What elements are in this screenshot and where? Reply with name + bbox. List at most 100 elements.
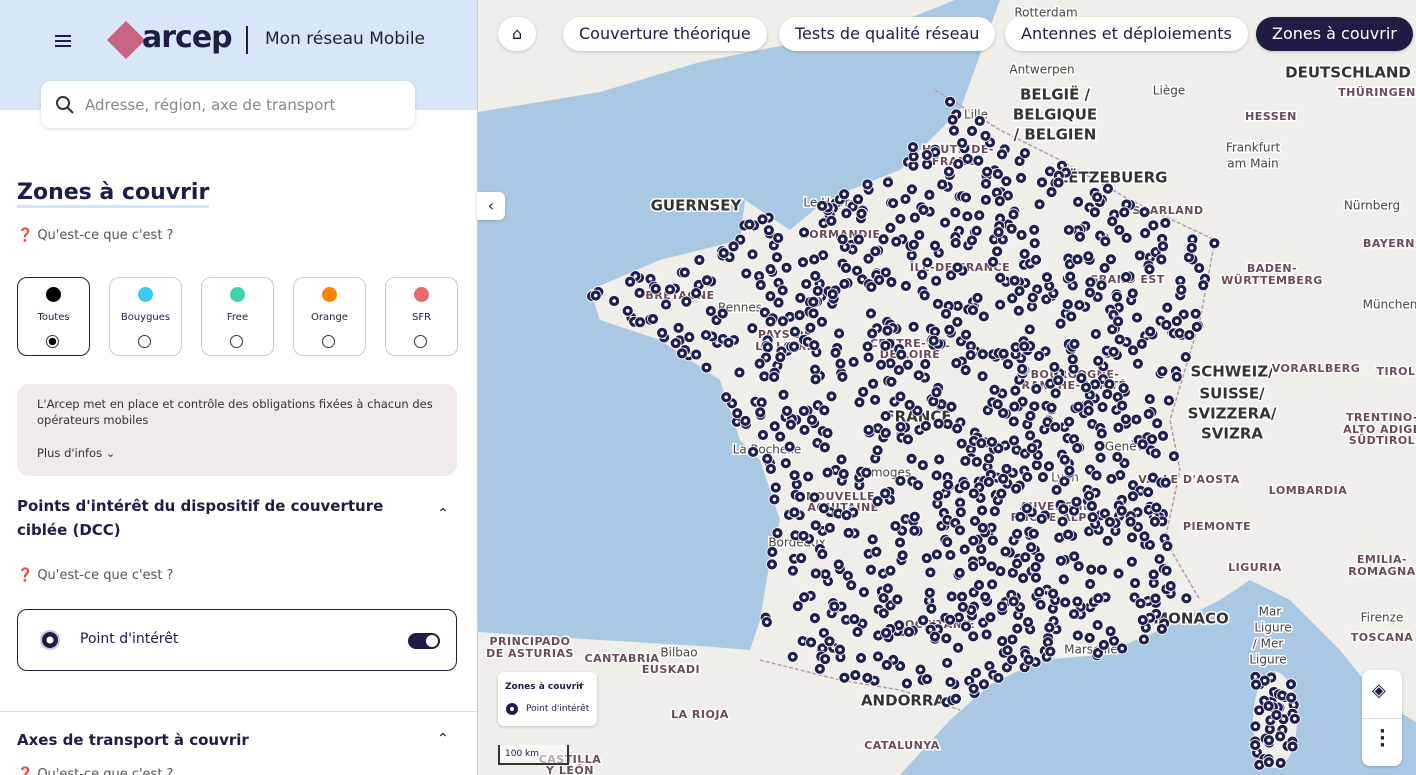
poi-center	[960, 594, 964, 599]
operator-option[interactable]: Toutes	[17, 277, 90, 356]
map-controls: ◈ · · ·	[1362, 670, 1402, 766]
nav-tab[interactable]: Antennes et déploiements	[1005, 17, 1248, 51]
search-box[interactable]: Adresse, région, axe de transport	[41, 81, 415, 128]
poi-center	[792, 344, 796, 349]
poi-center	[842, 282, 847, 286]
logo: arcep	[142, 20, 233, 55]
poi-center	[1164, 568, 1169, 573]
layers-button[interactable]: ◈	[1372, 680, 1386, 701]
poi-center	[925, 162, 929, 167]
poi-center	[969, 344, 973, 348]
poi-center	[825, 431, 830, 435]
poi-center	[758, 410, 763, 415]
poi-center	[1044, 297, 1049, 302]
map-label: PIEMONTE	[1183, 520, 1251, 533]
poi-center	[1124, 417, 1128, 421]
poi-center	[812, 257, 816, 262]
nav-tab[interactable]: Zones à couvrir	[1256, 17, 1413, 51]
poi-center	[851, 360, 856, 364]
poi-center	[1146, 412, 1151, 416]
map[interactable]: Rotterdam Antwerpen BELGIË / BELGIQUE / BELG…	[478, 0, 1416, 775]
poi-center	[996, 676, 1001, 680]
poi-center	[996, 498, 1000, 503]
poi-center	[1280, 693, 1285, 698]
poi-center	[768, 267, 773, 271]
collapse-button[interactable]: ⌃	[437, 506, 449, 522]
poi-center	[1094, 332, 1098, 336]
operator-option[interactable]: Orange	[293, 277, 366, 356]
poi-center	[912, 528, 917, 533]
poi-center	[884, 631, 888, 635]
poi-center	[927, 590, 932, 595]
poi-center	[852, 617, 857, 621]
poi-center	[857, 237, 861, 242]
poi-center	[1103, 511, 1107, 516]
help-link[interactable]: ❓ Qu'est-ce que c'est ?	[17, 228, 174, 243]
poi-center	[898, 217, 903, 221]
poi-center	[1116, 305, 1121, 310]
poi-center	[1096, 359, 1101, 363]
poi-center	[1093, 382, 1097, 387]
collapse-panel-button[interactable]: ‹	[477, 192, 505, 220]
poi-center	[837, 331, 841, 336]
nav-tab[interactable]: Tests de qualité réseau	[779, 17, 996, 51]
poi-center	[785, 409, 789, 413]
poi-center	[1033, 660, 1038, 664]
poi-center	[978, 496, 983, 500]
poi-center	[1116, 319, 1120, 324]
poi-center	[1065, 302, 1070, 307]
poi-center	[985, 169, 989, 174]
map-label: WÜRTTEMBERG	[1221, 273, 1323, 287]
poi-center	[709, 309, 713, 313]
poi-center	[1102, 643, 1106, 647]
poi-center	[995, 249, 999, 254]
poi-center	[1115, 455, 1120, 459]
poi-center	[870, 331, 874, 336]
poi-center	[1079, 376, 1084, 380]
poi-center	[898, 394, 903, 399]
poi-center	[992, 387, 997, 392]
poi-center	[965, 157, 970, 161]
more-button[interactable]: · · ·	[1379, 721, 1386, 756]
operator-option[interactable]: Free	[201, 277, 274, 356]
operator-option[interactable]: SFR	[385, 277, 458, 356]
poi-center	[898, 540, 902, 545]
poi-center	[1019, 176, 1023, 180]
poi-center	[704, 365, 709, 370]
poi-center	[1099, 283, 1104, 288]
poi-center	[866, 552, 871, 556]
map-label: SUISSE/	[1199, 385, 1265, 403]
poi-center	[895, 597, 900, 602]
poi-center	[946, 482, 950, 487]
more-link[interactable]: Plus d'infos ⌄	[37, 446, 116, 460]
home-button[interactable]: ⌂	[498, 17, 537, 51]
help-link[interactable]: ❓ Qu'est-ce que c'est ?	[17, 767, 173, 775]
poi-center	[813, 377, 818, 382]
poi-center	[1142, 210, 1147, 214]
menu-button[interactable]	[55, 32, 71, 50]
poi-center	[884, 663, 889, 667]
poi-center	[802, 409, 806, 413]
toggle[interactable]	[408, 633, 440, 649]
operator-option[interactable]: Bouygues	[109, 277, 182, 356]
poi-center	[973, 519, 977, 523]
poi-center	[1009, 226, 1014, 231]
poi-center	[933, 329, 937, 334]
poi-center	[790, 655, 795, 659]
poi-center	[949, 273, 953, 278]
poi-center	[1063, 600, 1068, 605]
poi-center	[747, 222, 752, 227]
collapse-button[interactable]: ⌃	[437, 731, 449, 747]
poi-center	[1131, 494, 1135, 499]
poi-center	[1090, 515, 1095, 519]
poi-center	[767, 228, 771, 233]
poi-center	[963, 368, 968, 372]
poi-center	[822, 506, 826, 511]
poi-center	[947, 327, 952, 332]
help-link[interactable]: ❓ Qu'est-ce que c'est ?	[17, 568, 174, 583]
poi-center	[875, 448, 880, 453]
poi-center	[1100, 405, 1105, 409]
legend-collapse[interactable]: ‹	[578, 678, 584, 693]
nav-tab[interactable]: Couverture théorique	[563, 17, 767, 51]
map-label: THÜRINGEN	[1338, 85, 1416, 99]
